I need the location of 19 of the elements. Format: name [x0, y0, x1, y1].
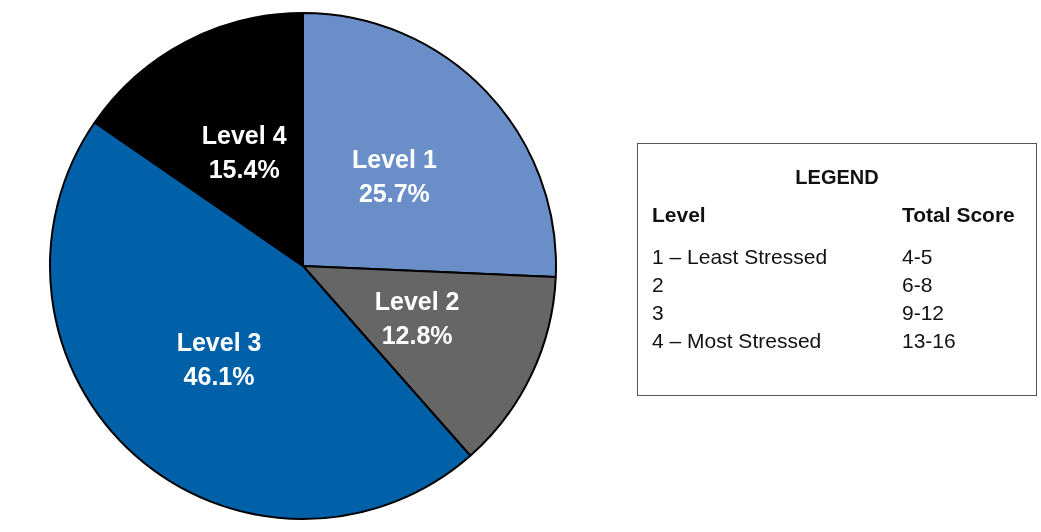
data-label: 15.4%	[208, 154, 280, 183]
text: 2	[652, 273, 665, 298]
data-label: 46.1%	[183, 361, 255, 390]
text: 4 – Most Stressed	[652, 329, 823, 354]
text: 3	[652, 301, 665, 326]
text: 13-16	[902, 329, 957, 354]
slice-label: Level 3	[176, 327, 262, 356]
legend-title: LEGEND	[794, 166, 880, 189]
slice-label: Level 4	[201, 120, 287, 149]
slice-label: Level 2	[374, 287, 460, 316]
text: 1 – Least Stressed	[652, 245, 829, 270]
text: Total Score	[902, 203, 1015, 228]
data-label: 12.8%	[381, 321, 453, 350]
text: 9-12	[902, 301, 946, 326]
slice-label: Level 1	[352, 145, 437, 174]
text: 4-5	[902, 245, 934, 270]
text: 6-8	[902, 273, 934, 298]
text: Level	[652, 203, 707, 228]
data-label: 25.7%	[358, 179, 430, 208]
